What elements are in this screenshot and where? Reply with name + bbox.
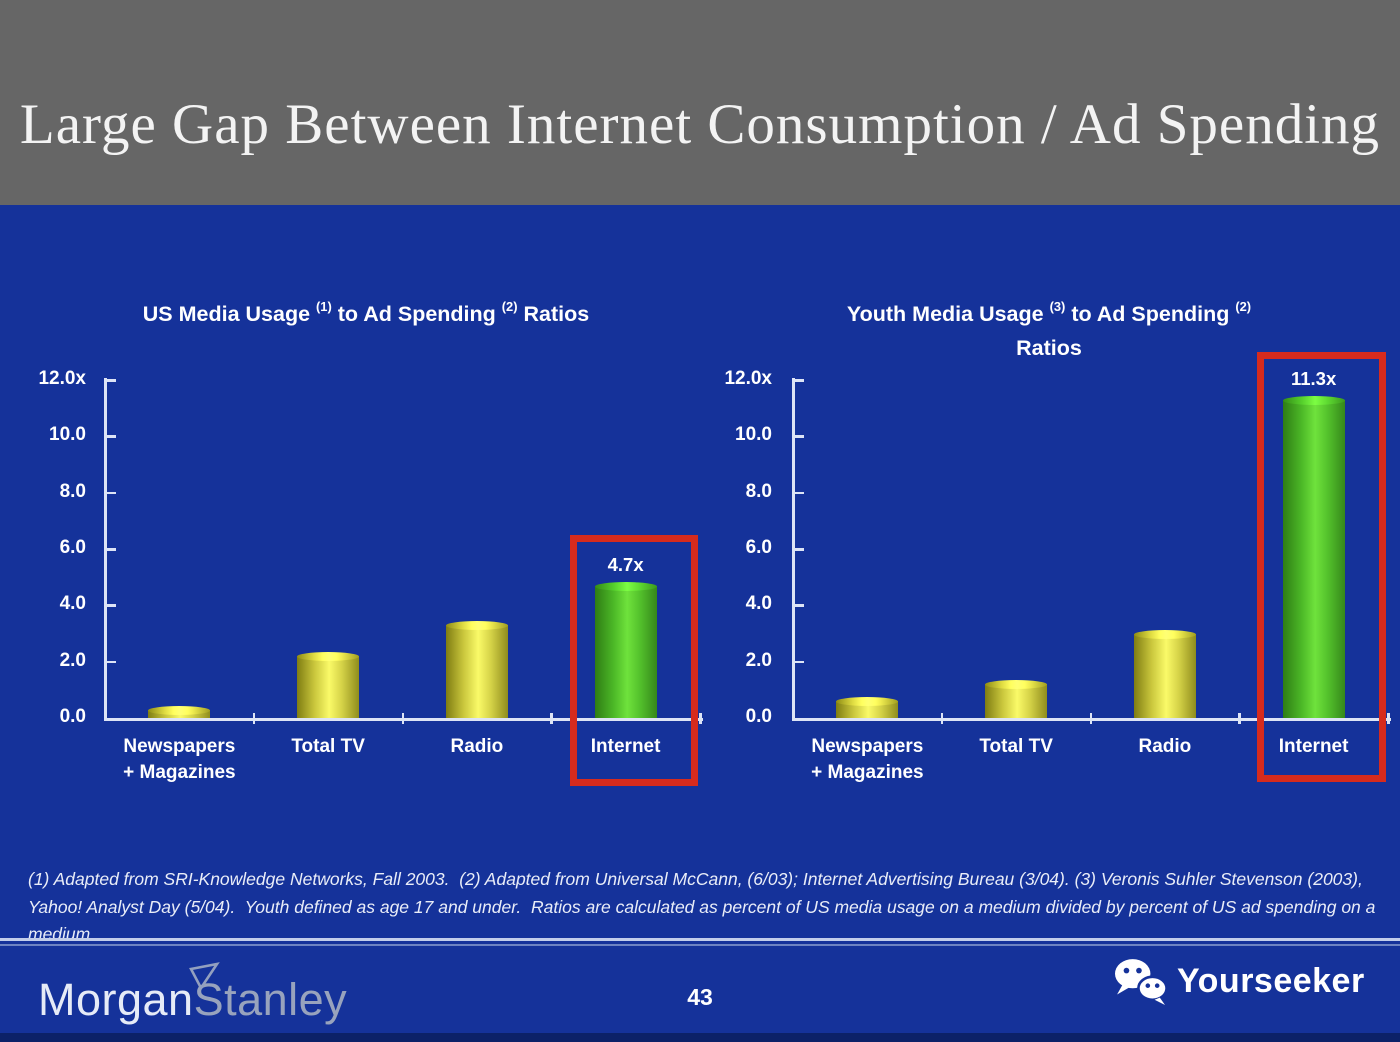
y-axis-tick-label: 10.0 — [49, 424, 86, 446]
y-axis-tick-mark — [795, 435, 804, 438]
bar-total-tv — [985, 684, 1048, 718]
x-axis-tick-mark — [252, 713, 256, 724]
bar-internet — [1282, 399, 1345, 718]
y-axis-tick-label: 10.0 — [735, 424, 772, 446]
x-axis-tick-mark — [699, 713, 702, 724]
chart-title-youth: Youth Media Usage (3) to Ad Spending (2)… — [746, 292, 1352, 365]
category-label: Internet — [538, 734, 714, 760]
bar-radio — [1133, 633, 1196, 718]
morgan-text: Morgan — [38, 974, 194, 1025]
x-axis-tick-mark — [550, 713, 553, 724]
y-axis-tick-mark — [795, 379, 804, 382]
y-axis-tick-mark — [107, 379, 116, 382]
bar-value-label: 11.3x — [1290, 367, 1337, 389]
chart-title-text: Ratios — [517, 302, 590, 327]
highlight-rect — [1257, 352, 1386, 782]
x-axis-tick-mark — [1089, 713, 1092, 724]
x-axis-tick-mark — [1238, 713, 1241, 724]
wechat-icon — [1115, 959, 1168, 1005]
category-label: Total TV — [240, 734, 416, 760]
category-label-line: + Magazines — [811, 762, 924, 783]
y-axis-tick-label: 6.0 — [745, 537, 772, 558]
y-axis-tick-label: 2.0 — [59, 649, 86, 671]
y-axis-tick-mark — [795, 548, 804, 551]
y-axis-tick-mark — [107, 491, 116, 495]
bar-internet — [594, 585, 657, 718]
bar-newspapers-magazines — [836, 701, 899, 718]
y-axis-tick-mark — [107, 548, 116, 551]
slide-header: Large Gap Between Internet Consumption /… — [0, 0, 1400, 205]
footnote-text: (1) Adapted from SRI-Knowledge Networks,… — [28, 869, 1381, 944]
slide-title: Large Gap Between Internet Consumption /… — [19, 93, 1381, 156]
category-label: Newspapers + Magazines — [779, 734, 955, 786]
y-axis-tick-mark — [107, 435, 116, 438]
footnote-ref: (1) — [316, 299, 332, 315]
category-label: Internet — [1226, 734, 1400, 760]
page-number: 43 — [687, 984, 713, 1010]
category-label: Radio — [1077, 734, 1253, 760]
chart-title-text: to Ad Spending — [1065, 302, 1236, 327]
stanley-text: Stanley — [193, 974, 348, 1025]
category-label: Total TV — [928, 734, 1104, 760]
bottom-edge-strip — [0, 1033, 1400, 1042]
chart-title-us: US Media Usage (1) to Ad Spending (2) Ra… — [60, 292, 672, 331]
chart-title-text: Ratios — [1016, 336, 1082, 361]
footnote-ref: (3) — [1049, 299, 1066, 315]
category-label-line: Internet — [1278, 736, 1349, 757]
chart-title-text: Youth Media Usage — [846, 302, 1050, 327]
y-axis-tick-mark — [107, 660, 116, 664]
bar-value-label: 4.7x — [607, 553, 644, 575]
footnote-ref: (2) — [501, 299, 518, 315]
y-axis-tick-mark — [795, 660, 804, 664]
y-axis-tick-label: 8.0 — [59, 480, 86, 502]
category-label-line: + Magazines — [123, 762, 236, 783]
yourseeker-text: Yourseeker — [1177, 961, 1365, 1000]
separator-line-top — [0, 938, 1400, 941]
bar-newspapers-magazines — [148, 709, 211, 718]
y-axis-tick-label: 8.0 — [745, 480, 772, 502]
bar-radio — [445, 625, 508, 718]
y-axis-tick-mark — [795, 604, 804, 607]
category-label-line: Newspapers — [811, 736, 924, 757]
x-axis-tick-mark — [1387, 713, 1390, 724]
highlight-rect — [570, 535, 698, 786]
category-label-line: Total TV — [291, 736, 365, 757]
morgan-stanley-logo: MorganStanley — [38, 962, 348, 1026]
bar-total-tv — [297, 656, 360, 718]
y-axis-tick-label: 4.0 — [59, 593, 86, 615]
y-axis-tick-label: 0.0 — [59, 706, 86, 727]
y-axis-tick-mark — [107, 604, 116, 607]
category-label-line: Radio — [450, 736, 504, 757]
footnote-ref: (2) — [1235, 299, 1252, 315]
y-axis-tick-label: 2.0 — [745, 649, 772, 671]
category-label-line: Radio — [1138, 736, 1192, 757]
yourseeker-logo: Yourseeker — [1110, 956, 1365, 1006]
y-axis-tick-label: 0.0 — [745, 706, 772, 727]
chart-title-text: to Ad Spending — [331, 302, 502, 327]
y-axis-tick-label: 12.0x — [38, 368, 86, 389]
separator-line-bottom — [0, 944, 1400, 946]
chart-title-text: US Media Usage — [142, 302, 317, 327]
y-axis-tick-label: 6.0 — [59, 537, 86, 558]
x-axis-tick-mark — [940, 713, 944, 724]
category-label: Newspapers + Magazines — [91, 734, 267, 786]
category-label: Radio — [389, 734, 565, 760]
category-label-line: Internet — [590, 736, 661, 757]
category-label-line: Total TV — [979, 736, 1053, 757]
y-axis-tick-label: 4.0 — [745, 593, 772, 615]
category-label-line: Newspapers — [123, 736, 236, 757]
morgan-stanley-flag-icon — [189, 962, 220, 990]
y-axis-line — [104, 378, 107, 720]
x-axis-tick-mark — [401, 713, 404, 724]
y-axis-tick-label: 12.0x — [724, 368, 772, 389]
y-axis-tick-mark — [795, 491, 804, 495]
y-axis-line — [792, 378, 795, 720]
